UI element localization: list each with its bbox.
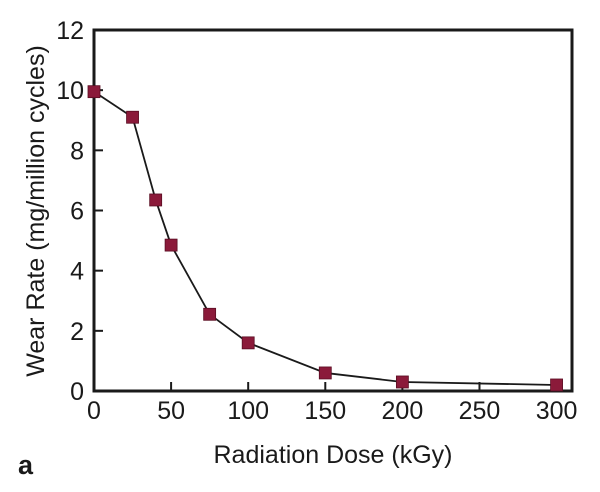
x-tick-label: 150 [304,397,346,425]
x-tick-label: 200 [382,397,424,425]
data-point [87,85,101,99]
data-point [241,336,255,350]
data-point [149,193,163,207]
x-tick-label: 0 [87,397,101,425]
y-tick-label: 0 [70,378,84,406]
y-tick-label: 12 [56,17,84,45]
y-tick-label: 8 [70,137,84,165]
data-point [164,238,178,252]
data-point [126,110,139,124]
y-tick-label: 10 [56,77,84,105]
x-axis-title: Radiation Dose (kGy) [214,441,453,469]
data-point [318,366,332,380]
y-axis-title: Wear Rate (mg/million cycles) [22,45,50,377]
data-point [203,307,217,321]
x-tick-label: 50 [157,397,185,425]
data-point [395,375,409,389]
x-tick-label: 300 [536,397,578,425]
panel-label: a [18,450,34,480]
plot-frame [92,28,574,393]
y-tick-label: 4 [70,258,84,286]
x-tick-label: 100 [227,397,269,425]
y-tick-label: 2 [70,318,84,346]
data-point [550,378,563,392]
series-line [93,90,557,386]
y-tick-label: 6 [70,198,84,226]
plot-area: 0 50 100 150 200 250 300 0 2 4 6 8 10 12 [56,17,577,425]
x-tick-label: 250 [459,397,501,425]
